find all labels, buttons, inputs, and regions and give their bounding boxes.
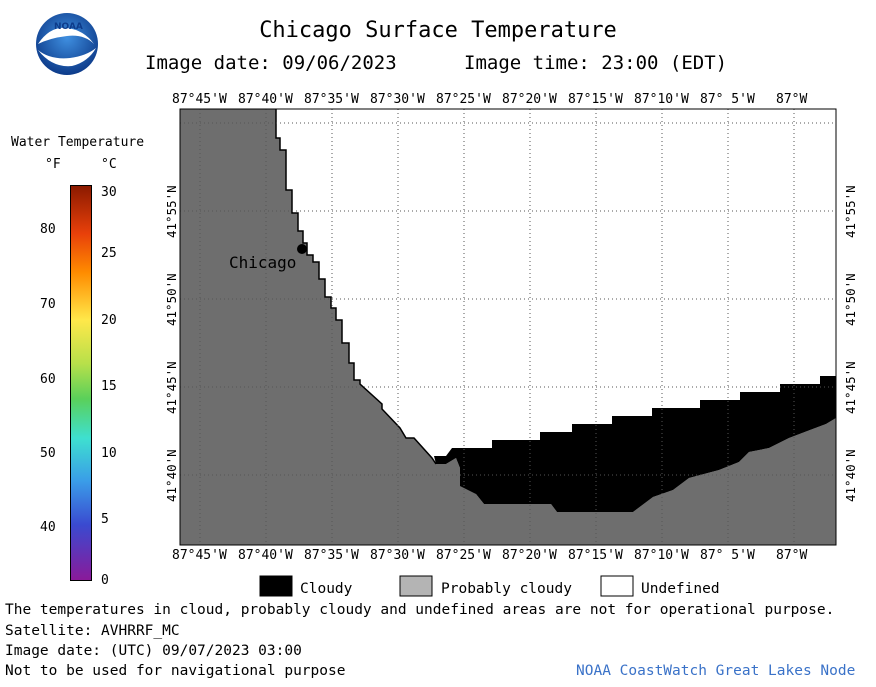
coastline (275, 109, 437, 465)
lon-bottom-8: 87°10'W (634, 548, 689, 563)
legend-label-probably-cloudy: Probably cloudy (441, 581, 572, 597)
c-tick-15: 15 (101, 379, 117, 394)
lat-left-1: 41°55'N (164, 185, 179, 238)
city-label-chicago: Chicago (229, 253, 297, 272)
legend-swatch-probably-cloudy (399, 575, 433, 597)
f-tick-80: 80 (40, 222, 56, 237)
legend-label-cloudy: Cloudy (300, 581, 353, 597)
lon-bottom-2: 87°40'W (238, 548, 293, 563)
lon-top-7: 87°15'W (568, 92, 623, 107)
lon-top-6: 87°20'W (502, 92, 557, 107)
f-tick-40: 40 (40, 520, 56, 535)
f-tick-60: 60 (40, 372, 56, 387)
image-date: Image date: 09/06/2023 (145, 52, 397, 74)
lat-right-4: 41°40'N (843, 449, 858, 502)
footer-nav-warning: Not to be used for navigational purpose (5, 663, 346, 679)
lat-right-2: 41°50'N (843, 273, 858, 326)
lat-left-3: 41°45'N (164, 361, 179, 414)
legend-swatch-cloudy (259, 575, 293, 597)
c-tick-20: 20 (101, 313, 117, 328)
map-frame (179, 108, 837, 546)
lat-left-4: 41°40'N (164, 449, 179, 502)
lon-top-5: 87°25'W (436, 92, 491, 107)
colorbar-unit-f: °F (45, 157, 61, 172)
graticule (180, 109, 836, 545)
page-title: Chicago Surface Temperature (259, 18, 617, 43)
footer-satellite: Satellite: AVHRRF_MC (5, 623, 180, 639)
footer-disclaimer: The temperatures in cloud, probably clou… (5, 602, 835, 618)
lon-bottom-6: 87°20'W (502, 548, 557, 563)
lat-right-1: 41°55'N (843, 185, 858, 238)
logo-text: NOAA (54, 22, 83, 32)
f-tick-70: 70 (40, 297, 56, 312)
lon-top-4: 87°30'W (370, 92, 425, 107)
lon-bottom-5: 87°25'W (436, 548, 491, 563)
c-tick-10: 10 (101, 446, 117, 461)
footer-utc-date: Image date: (UTC) 09/07/2023 03:00 (5, 643, 302, 659)
lon-top-3: 87°35'W (304, 92, 359, 107)
lon-top-10: 87°W (776, 92, 808, 107)
lon-bottom-3: 87°35'W (304, 548, 359, 563)
lon-bottom-9: 87° 5'W (700, 548, 755, 563)
lon-bottom-4: 87°30'W (370, 548, 425, 563)
f-tick-50: 50 (40, 446, 56, 461)
lon-top-2: 87°40'W (238, 92, 293, 107)
colorbar-title: Water Temperature (11, 135, 145, 150)
lon-bottom-1: 87°45'W (172, 548, 227, 563)
colorbar (70, 185, 92, 581)
colorbar-unit-c: °C (101, 157, 117, 172)
lon-top-8: 87°10'W (634, 92, 689, 107)
c-tick-0: 0 (101, 573, 109, 588)
lon-top-1: 87°45'W (172, 92, 227, 107)
legend-label-undefined: Undefined (641, 581, 720, 597)
lon-bottom-7: 87°15'W (568, 548, 623, 563)
lon-top-9: 87° 5'W (700, 92, 755, 107)
c-tick-5: 5 (101, 512, 109, 527)
c-tick-25: 25 (101, 246, 117, 261)
footer-node: NOAA CoastWatch Great Lakes Node (576, 663, 856, 679)
lat-right-3: 41°45'N (843, 361, 858, 414)
lon-bottom-10: 87°W (776, 548, 808, 563)
lat-left-2: 41°50'N (164, 273, 179, 326)
cloudy-area (434, 376, 836, 512)
land-area (180, 109, 836, 545)
legend-swatch-undefined (600, 575, 634, 597)
chicago-marker (297, 244, 307, 254)
c-tick-30: 30 (101, 185, 117, 200)
image-time: Image time: 23:00 (EDT) (464, 52, 728, 74)
